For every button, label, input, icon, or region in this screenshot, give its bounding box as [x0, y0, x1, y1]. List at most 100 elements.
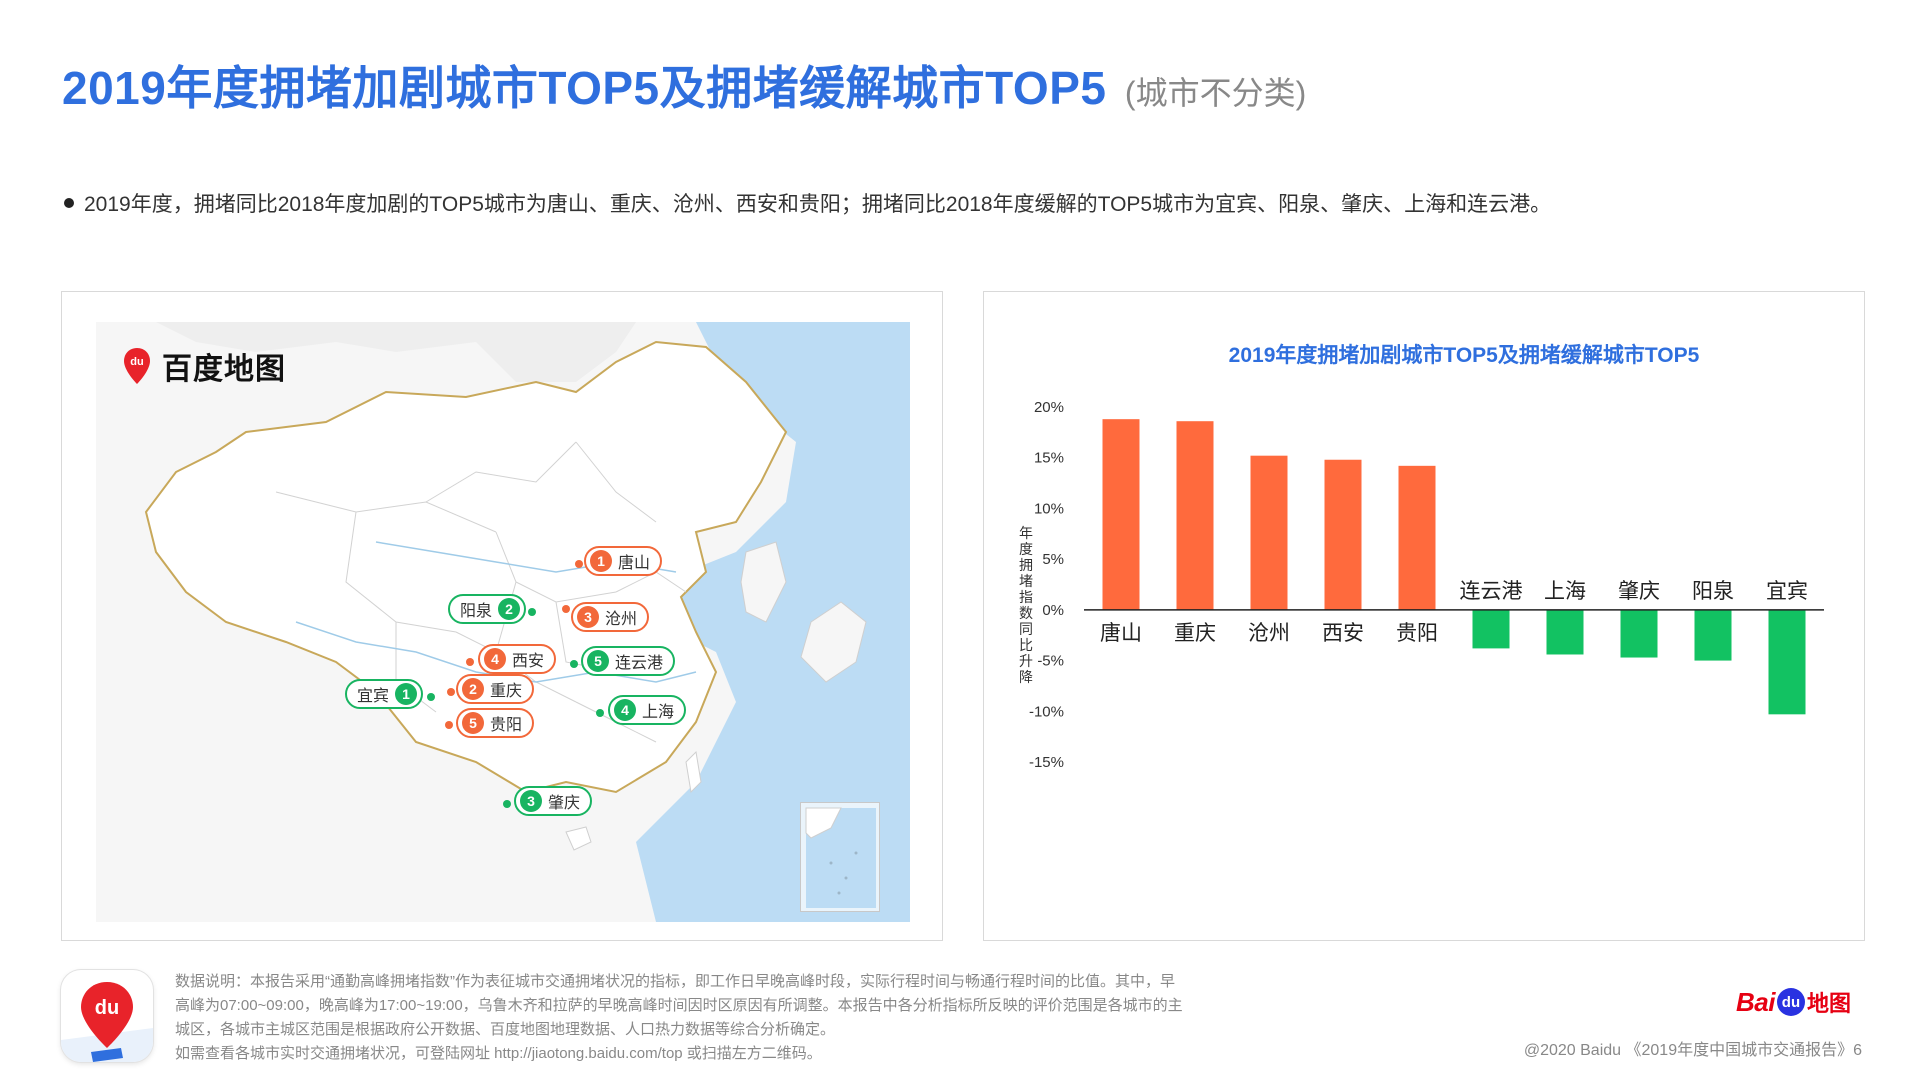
- city-dot-zhaoqing: [503, 800, 511, 808]
- map-marker-zhaoqing[interactable]: 3 肇庆: [514, 786, 593, 816]
- data-note-line[interactable]: 如需查看各城市实时交通拥堵状况，可登陆网址 http://jiaotong.ba…: [175, 1045, 822, 1062]
- bar-肇庆: [1620, 609, 1658, 658]
- bar-chart: 2019年度拥堵加剧城市TOP5及拥堵缓解城市TOP5 年度拥堵指数同比升降 2…: [1019, 343, 1824, 771]
- copyright: @2020 Baidu 《2019年度中国城市交通报告》6: [1523, 1042, 1862, 1059]
- rank-badge: 1: [590, 550, 612, 572]
- category-label: 唐山: [1100, 622, 1142, 645]
- rank-badge: 3: [520, 790, 542, 812]
- bar-宜宾: [1768, 609, 1806, 715]
- y-tick-label: -15%: [1029, 754, 1064, 771]
- city-dot-yangquan: [528, 608, 536, 616]
- map-logo-text: 百度地图: [162, 353, 286, 386]
- category-label: 西安: [1322, 622, 1364, 645]
- chart-title: 2019年度拥堵加剧城市TOP5及拥堵缓解城市TOP5: [1229, 343, 1700, 367]
- map-marker-cangzhou[interactable]: 3 沧州: [571, 602, 650, 632]
- city-dot-shanghai: [596, 709, 604, 717]
- map-marker-chongqing[interactable]: 2 重庆: [456, 674, 535, 704]
- south-china-sea-inset: [800, 802, 880, 912]
- map-marker-shanghai[interactable]: 4 上海: [608, 695, 687, 725]
- bar-唐山: [1102, 419, 1140, 610]
- brand-ditu: 地图: [1806, 991, 1851, 1016]
- category-label: 贵阳: [1396, 622, 1438, 645]
- brand-du: du: [1781, 993, 1801, 1011]
- chart-panel: 2019年度拥堵加剧城市TOP5及拥堵缓解城市TOP5 年度拥堵指数同比升降 2…: [983, 291, 1865, 941]
- y-axis-label: 年度拥堵指数同比升降: [1019, 525, 1033, 685]
- marker-label: 重庆: [490, 683, 523, 700]
- marker-label: 肇庆: [548, 795, 581, 812]
- category-label: 肇庆: [1618, 580, 1660, 603]
- data-note-line: 城区，各城市主城区范围是根据政府公开数据、百度地图地理数据、人口热力数据等综合分…: [175, 1021, 836, 1038]
- y-tick-label: 10%: [1034, 500, 1064, 517]
- map-marker-guiyang[interactable]: 5 贵阳: [456, 708, 535, 738]
- y-tick-label: -5%: [1037, 653, 1064, 670]
- bar-连云港: [1472, 609, 1510, 649]
- city-dot-yibin: [427, 693, 435, 701]
- app-icon-text: du: [95, 997, 119, 1019]
- paw-icon: du: [1776, 988, 1805, 1016]
- page-title: 2019年度拥堵加剧城市TOP5及拥堵缓解城市TOP5: [62, 62, 1107, 114]
- data-note: 数据说明：本报告采用“通勤高峰拥堵指数”作为表征城市交通拥堵状况的指标，即工作日…: [175, 970, 1345, 1066]
- map-marker-lianyungang[interactable]: 5 连云港: [581, 646, 676, 676]
- y-tick-label: 5%: [1042, 551, 1064, 568]
- category-label: 阳泉: [1692, 580, 1734, 603]
- y-axis-ticks: 20% 15% 10% 5% 0% -5% -10% -15%: [1029, 399, 1064, 771]
- bar-重庆: [1176, 421, 1214, 610]
- summary-text: 2019年度，拥堵同比2018年度加剧的TOP5城市为唐山、重庆、沧州、西安和贵…: [84, 193, 1552, 216]
- rank-badge: 5: [462, 712, 484, 734]
- map-marker-yibin[interactable]: 宜宾 1: [345, 679, 424, 709]
- marker-label: 唐山: [618, 555, 651, 572]
- rank-badge: 1: [395, 683, 418, 705]
- marker-label: 阳泉: [460, 603, 493, 620]
- bullet-icon: [64, 198, 74, 209]
- marker-label: 贵阳: [490, 717, 523, 734]
- city-dot-chongqing: [447, 688, 455, 696]
- map-panel: du 百度地图 1 唐山 2 重庆 3 沧州 4 西安 5 贵阳 宜宾 1: [61, 291, 943, 941]
- rank-badge: 2: [498, 598, 521, 620]
- map-pin-icon: du: [122, 346, 152, 386]
- city-dot-guiyang: [445, 721, 453, 729]
- bar-阳泉: [1694, 609, 1732, 661]
- rank-badge: 3: [577, 606, 599, 628]
- rank-badge: 2: [462, 678, 484, 700]
- map-marker-tangshan[interactable]: 1 唐山: [584, 546, 663, 576]
- baidu-map-app-icon[interactable]: du: [61, 970, 153, 1062]
- bar-西安: [1324, 459, 1362, 610]
- map-pin-text: du: [130, 356, 143, 368]
- marker-label: 西安: [512, 653, 545, 670]
- data-note-line: 高峰为07:00~09:00，晚高峰为17:00~19:00，乌鲁木齐和拉萨的早…: [175, 997, 1183, 1014]
- bar-上海: [1546, 609, 1584, 655]
- y-tick-label: 20%: [1034, 399, 1064, 416]
- marker-label: 连云港: [615, 655, 664, 672]
- baidu-brand-logo: Bai du 地图: [1736, 986, 1851, 1018]
- china-map[interactable]: du 百度地图 1 唐山 2 重庆 3 沧州 4 西安 5 贵阳 宜宾 1: [96, 322, 910, 922]
- y-tick-label: 0%: [1042, 602, 1064, 619]
- brand-bai: Bai: [1736, 986, 1775, 1017]
- y-tick-label: 15%: [1034, 450, 1064, 467]
- category-label: 沧州: [1248, 622, 1290, 645]
- y-axis-label-text: 年度拥堵指数同比升降: [1019, 525, 1033, 685]
- map-background: [144, 322, 910, 922]
- city-dot-cangzhou: [562, 605, 570, 613]
- city-dot-xian: [466, 658, 474, 666]
- summary-bullet: 2019年度，拥堵同比2018年度加剧的TOP5城市为唐山、重庆、沧州、西安和贵…: [64, 188, 1551, 218]
- bar-贵阳: [1398, 465, 1436, 610]
- rank-badge: 4: [614, 699, 636, 721]
- data-note-line: 数据说明：本报告采用“通勤高峰拥堵指数”作为表征城市交通拥堵状况的指标，即工作日…: [175, 973, 1175, 990]
- category-label: 连云港: [1460, 580, 1523, 603]
- y-tick-label: -10%: [1029, 703, 1064, 720]
- map-marker-yangquan[interactable]: 阳泉 2: [448, 594, 527, 624]
- city-dot-tangshan: [575, 560, 583, 568]
- category-label: 上海: [1544, 580, 1586, 603]
- map-marker-xian[interactable]: 4 西安: [478, 644, 557, 674]
- city-dot-lianyungang: [570, 660, 578, 668]
- marker-label: 上海: [642, 704, 675, 721]
- bars: [1102, 419, 1806, 715]
- baidu-map-logo: du 百度地图: [122, 344, 286, 388]
- rank-badge: 5: [587, 650, 609, 672]
- page-title-row: 2019年度拥堵加剧城市TOP5及拥堵缓解城市TOP5 (城市不分类): [62, 52, 1306, 118]
- marker-label: 宜宾: [357, 688, 390, 705]
- category-label: 宜宾: [1766, 580, 1808, 603]
- page-subtitle: (城市不分类): [1124, 75, 1307, 111]
- marker-label: 沧州: [605, 611, 638, 628]
